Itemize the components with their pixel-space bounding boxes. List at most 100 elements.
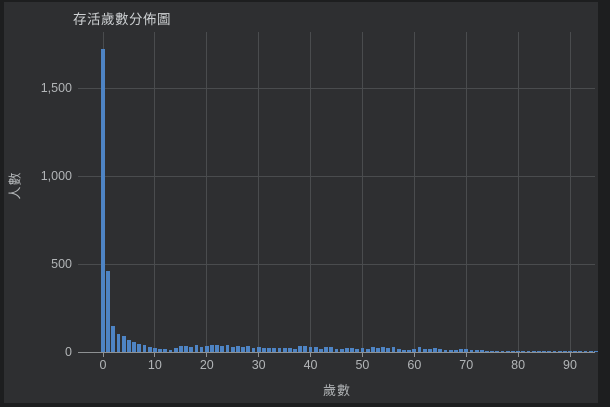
bar	[453, 350, 458, 352]
x-gridline	[310, 32, 312, 352]
bar	[464, 349, 469, 352]
y-tick-label: 500	[51, 256, 72, 271]
x-tick-label: 40	[303, 358, 318, 372]
bar	[412, 349, 417, 352]
x-tick-label: 0	[99, 358, 107, 372]
y-axis-title: 人數	[7, 171, 23, 200]
bar	[370, 347, 375, 352]
y-gridline	[78, 263, 595, 265]
bar	[116, 334, 121, 352]
bar	[168, 350, 173, 352]
bar	[381, 347, 386, 352]
y-tick-label: 1,500	[40, 80, 72, 95]
bar	[236, 346, 240, 352]
x-axis-tick	[413, 352, 415, 357]
x-axis-title: 歲數	[322, 383, 351, 398]
x-tick-label: 50	[355, 358, 370, 372]
y-tick-label: 1,000	[40, 168, 72, 183]
bar	[386, 348, 391, 352]
x-axis-tick	[102, 352, 104, 357]
bar	[298, 346, 303, 352]
bar	[407, 350, 412, 352]
bar	[210, 345, 214, 352]
bar	[267, 348, 271, 352]
bar	[360, 348, 365, 352]
bar	[272, 348, 277, 352]
bar	[339, 349, 344, 352]
x-tick-label: 10	[147, 358, 162, 372]
bar	[106, 271, 111, 352]
bar	[132, 342, 137, 352]
bar	[433, 348, 437, 352]
bar	[178, 346, 183, 352]
x-gridline	[517, 32, 519, 352]
x-gridline	[413, 32, 415, 352]
bar	[365, 349, 370, 352]
bar	[303, 346, 308, 352]
x-tick-label: 30	[251, 358, 266, 372]
bar	[111, 326, 116, 352]
x-axis-tick	[310, 352, 312, 357]
bar	[147, 347, 152, 352]
bar	[163, 349, 168, 352]
bar	[308, 347, 313, 352]
bar	[396, 349, 401, 352]
x-gridline	[154, 32, 156, 352]
bar	[344, 348, 349, 352]
x-axis-tick	[206, 352, 208, 357]
x-axis-tick	[465, 352, 467, 357]
bar	[199, 347, 204, 352]
bar	[142, 345, 147, 352]
bar	[422, 349, 427, 352]
chart-title: 存活歲數分佈圖	[73, 12, 171, 27]
bar	[334, 349, 339, 352]
bar	[194, 345, 199, 352]
bar	[251, 348, 256, 352]
x-gridline	[569, 32, 571, 352]
bar	[287, 348, 292, 352]
bar	[469, 350, 474, 352]
bar	[246, 346, 251, 352]
bar	[256, 347, 261, 352]
bar	[158, 349, 162, 352]
y-tick-label: 0	[65, 344, 72, 359]
bar	[152, 348, 157, 352]
x-gridline	[465, 32, 467, 352]
bar	[241, 347, 245, 352]
bar	[594, 351, 598, 352]
bar	[230, 347, 235, 352]
bar	[184, 346, 188, 352]
x-gridline	[258, 32, 260, 352]
bar	[293, 349, 297, 352]
bar	[189, 347, 194, 352]
x-tick-label: 70	[459, 358, 474, 372]
bar	[355, 349, 360, 352]
bar	[459, 349, 463, 352]
x-tick-label: 80	[511, 358, 526, 372]
bar	[101, 49, 105, 352]
x-axis-line	[78, 351, 595, 353]
bar	[438, 349, 443, 352]
x-axis-tick	[361, 352, 363, 357]
bar	[443, 350, 448, 352]
bar	[417, 347, 422, 352]
bar	[402, 350, 406, 352]
bar	[479, 350, 484, 352]
bar	[319, 349, 323, 352]
x-axis-tick	[258, 352, 260, 357]
bar	[215, 345, 220, 352]
bar	[261, 348, 266, 352]
x-tick-label: 60	[407, 358, 422, 372]
y-gridline	[78, 175, 595, 177]
bar	[121, 336, 126, 352]
x-tick-label: 20	[199, 358, 214, 372]
x-axis-tick	[517, 352, 519, 357]
bar	[282, 348, 287, 352]
bar	[448, 350, 453, 352]
bar	[313, 347, 318, 352]
x-axis-tick	[569, 352, 571, 357]
bar	[277, 348, 282, 352]
bar	[350, 348, 354, 352]
bar	[428, 349, 432, 352]
bar	[225, 345, 230, 352]
